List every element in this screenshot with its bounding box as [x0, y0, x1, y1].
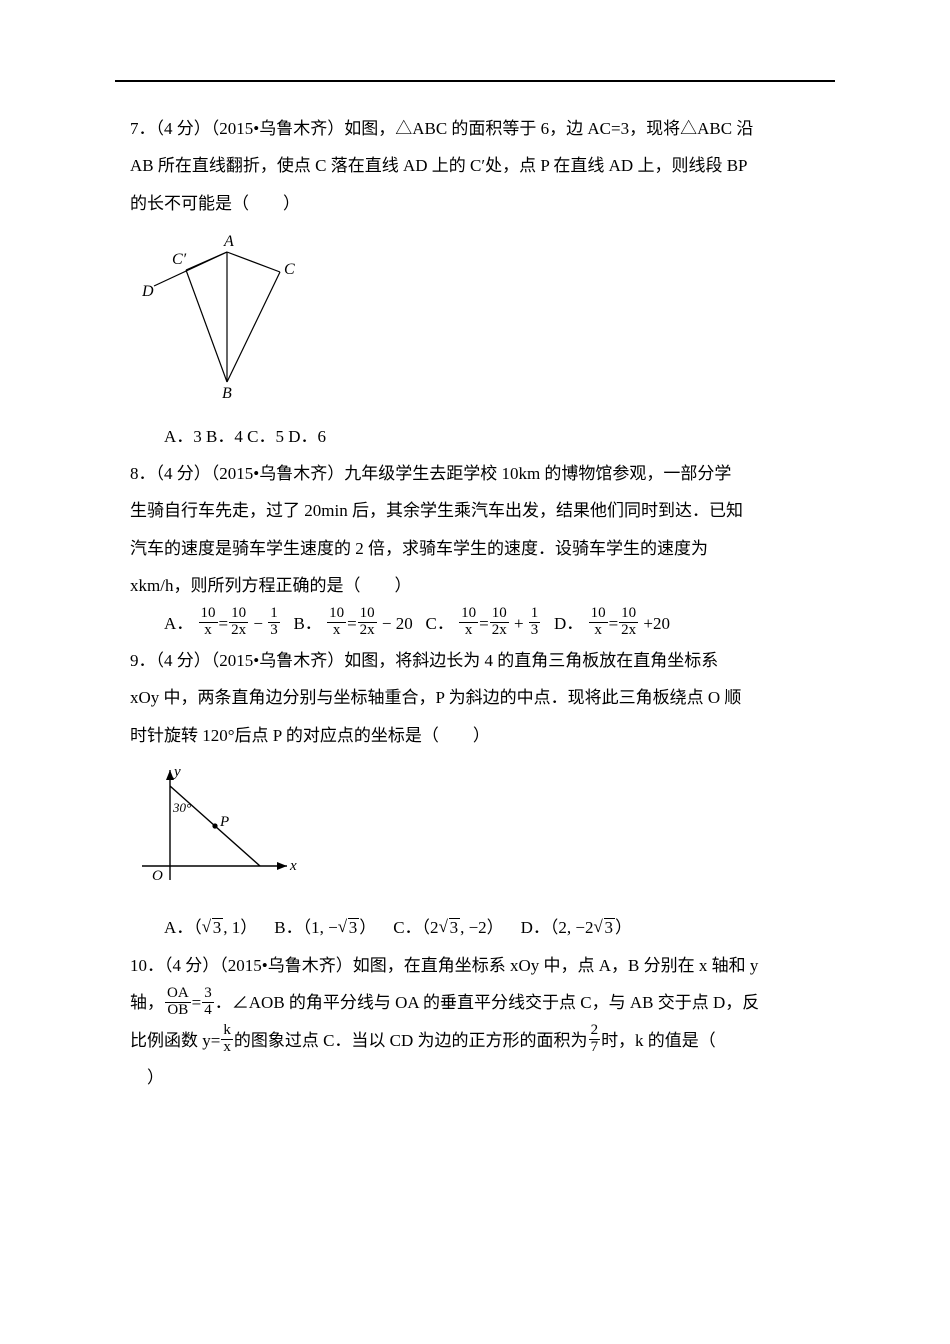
q10-line3: 比例函数 y=kx的图象过点 C．当以 CD 为边的正方形的面积为27时，k 的… — [130, 1022, 820, 1059]
q8-C-label: C． — [426, 614, 454, 633]
q8-line3: 汽车的速度是骑车学生速度的 2 倍，求骑车学生的速度．设骑车学生的速度为 — [130, 530, 820, 567]
q7-line3: 的长不可能是（ ） — [130, 185, 820, 222]
q9-line2: xOy 中，两条直角边分别与坐标轴重合，P 为斜边的中点．现将此三角板绕点 O … — [130, 679, 820, 716]
q9-figure: O P x y 30° — [142, 762, 820, 905]
q7-line2: AB 所在直线翻折，使点 C 落在直线 AD 上的 C′处，点 P 在直线 AD… — [130, 147, 820, 184]
q9-options: A．（3, 1） B．（1, −3） C．（23, −2） D．（2, −23） — [130, 909, 820, 946]
q10-line1: 10．（4 分）（2015•乌鲁木齐）如图，在直角坐标系 xOy 中，点 A，B… — [130, 947, 820, 984]
svg-text:y: y — [172, 764, 181, 780]
q7-figure: A C C′ D B — [142, 230, 820, 413]
q8-D-label: D． — [554, 614, 583, 633]
q8-A-label: A． — [164, 614, 193, 633]
q8-line4: xkm/h，则所列方程正确的是（ ） — [130, 567, 820, 604]
q7-label-Cp: C′ — [172, 251, 187, 268]
svg-text:x: x — [289, 858, 297, 874]
q8-line1: 8．（4 分）（2015•乌鲁木齐）九年级学生去距学校 10km 的博物馆参观，… — [130, 455, 820, 492]
q8-line2: 生骑自行车先走，过了 20min 后，其余学生乘汽车出发，结果他们同时到达．已知 — [130, 492, 820, 529]
q8-B-label: B． — [293, 614, 321, 633]
q10-line2: 轴，OAOB=34．∠AOB 的角平分线与 OA 的垂直平分线交于点 C，与 A… — [130, 984, 820, 1021]
svg-text:30°: 30° — [172, 800, 191, 815]
svg-text:P: P — [219, 814, 229, 830]
q7-options: A．3 B．4 C．5 D．6 — [130, 418, 820, 455]
q7-label-C: C — [284, 261, 295, 278]
svg-text:O: O — [152, 868, 163, 884]
q9-line1: 9．（4 分）（2015•乌鲁木齐）如图，将斜边长为 4 的直角三角板放在直角坐… — [130, 642, 820, 679]
q7-label-A: A — [223, 233, 234, 250]
q7-label-D: D — [142, 283, 154, 300]
q7-label-B: B — [222, 385, 232, 400]
q7-line1: 7．（4 分）（2015•乌鲁木齐）如图，△ABC 的面积等于 6，边 AC=3… — [130, 110, 820, 147]
q9-line3: 时针旋转 120°后点 P 的对应点的坐标是（ ） — [130, 717, 820, 754]
q8-options: A． 10x=102x − 13 B． 10x=102x − 20 C． 10x… — [130, 605, 820, 642]
q10-line4: ） — [130, 1059, 820, 1096]
